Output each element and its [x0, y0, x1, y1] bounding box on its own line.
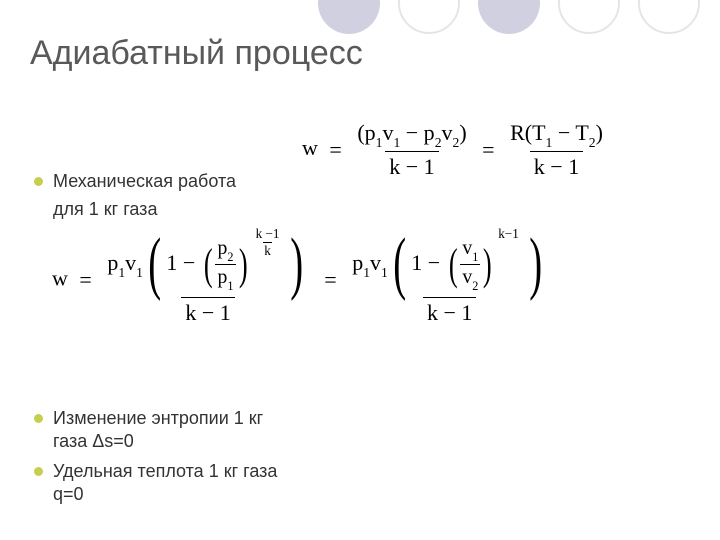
paren-left-icon: ( [148, 234, 161, 294]
f1-den1: k − 1 [385, 151, 438, 180]
bullet-3-text: Удельная теплота 1 кг газа q=0 [53, 460, 293, 507]
f1-n1-r: ) [459, 120, 466, 145]
f1-n1-s1: 1 [376, 135, 383, 150]
f2-fraction-b: p1v1(1 − (v1v2)k−1) k − 1 [348, 235, 551, 326]
bullet-dot-icon [34, 467, 43, 476]
f1-n1-l: (p [357, 120, 375, 145]
f1-n2-s1: 1 [546, 135, 553, 150]
f1-n1-s2: 1 [393, 135, 400, 150]
f2-p1: p [107, 250, 118, 275]
paren-right-icon: ) [291, 234, 304, 294]
f1-n2-m: − T [552, 120, 588, 145]
paren-right-icon: ) [483, 245, 492, 285]
f2-one: 1 − [166, 250, 200, 275]
f1-fraction-2: R(T1 − T2) k − 1 [506, 120, 607, 180]
bullet-3-group: Удельная теплота 1 кг газа q=0 [34, 460, 293, 513]
bullet-1-text: Механическая работа [53, 170, 236, 193]
f1-den2: k − 1 [530, 151, 583, 180]
f2-den-a: k − 1 [181, 297, 234, 326]
f2-ib-bv: v [462, 266, 472, 288]
circle-2 [398, 0, 460, 34]
bullet-1-group: Механическая работа для 1 кг газа [34, 170, 236, 220]
f2-v1: v [125, 250, 136, 275]
decorative-circles [318, 0, 700, 34]
f2-ib-tv: v [462, 237, 472, 259]
bullet-2-group: Изменение энтропии 1 кг газа Δs=0 [34, 407, 293, 460]
f2-fraction-a: p1v1(1 − (p2p1)k −1k) k − 1 [103, 235, 312, 326]
f1-n1-s3: 2 [435, 135, 442, 150]
f1-n2-s2: 2 [589, 135, 596, 150]
circle-5 [638, 0, 700, 34]
f1-n1-v2: v [442, 120, 453, 145]
f2-exp-a: k −1k [255, 226, 281, 259]
f1-n2-l: R(T [510, 120, 545, 145]
f2-ia-bs: 1 [227, 279, 233, 293]
f2-ia-tp: p [217, 237, 227, 259]
equals-icon: = [73, 267, 97, 292]
f1-n1-v: v [382, 120, 393, 145]
paren-right-icon: ) [529, 234, 542, 294]
paren-left-icon: ( [393, 234, 406, 294]
f1-n2-r: ) [596, 120, 603, 145]
f1-n1-s4: 2 [453, 135, 460, 150]
paren-left-icon: ( [449, 245, 458, 285]
equals-icon: = [323, 137, 347, 162]
circle-4 [558, 0, 620, 34]
bullet-1-sub: для 1 кг газа [53, 199, 236, 220]
f2-ea-t: k −1 [255, 226, 281, 242]
f2-sv1: 1 [136, 265, 143, 280]
f1-lhs: w [302, 135, 318, 160]
equals-icon: = [476, 137, 500, 162]
formula-work-1: w = (p1v1 − p2v2) k − 1 = R(T1 − T2) k −… [302, 120, 607, 180]
formula-work-2: w = p1v1(1 − (p2p1)k −1k) k − 1 = p1v1(1… [52, 235, 551, 326]
f2-s1: 1 [118, 265, 125, 280]
f2-inner-a: p2p1 [215, 237, 235, 292]
f2-p1b: p [352, 250, 363, 275]
bullet-dot-icon [34, 177, 43, 186]
f1-fraction-1: (p1v1 − p2v2) k − 1 [353, 120, 470, 180]
f2-exp-b: k−1 [498, 226, 519, 242]
f1-n1-m: − p [400, 120, 434, 145]
equals-icon: = [318, 267, 342, 292]
f2-lhs: w [52, 265, 68, 290]
f2-ib-bs: 2 [472, 279, 478, 293]
f2-one-b: 1 − [411, 250, 445, 275]
f2-den-b: k − 1 [423, 297, 476, 326]
slide-title: Адиабатный процесс [30, 34, 363, 73]
f2-v1b: v [370, 250, 381, 275]
paren-right-icon: ) [238, 245, 247, 285]
bullet-2-text: Изменение энтропии 1 кг газа Δs=0 [53, 407, 293, 454]
bullet-dot-icon [34, 414, 43, 423]
f2-ia-bp: p [217, 266, 227, 288]
f2-ib-ts: 1 [472, 250, 478, 264]
paren-left-icon: ( [204, 245, 213, 285]
f2-ea-b: k [263, 242, 272, 259]
circle-1 [318, 0, 380, 34]
f2-s1b: 1 [363, 265, 370, 280]
f2-inner-b: v1v2 [460, 237, 480, 292]
circle-3 [478, 0, 540, 34]
f2-sv1b: 1 [381, 265, 388, 280]
f2-ia-ts: 2 [227, 250, 233, 264]
